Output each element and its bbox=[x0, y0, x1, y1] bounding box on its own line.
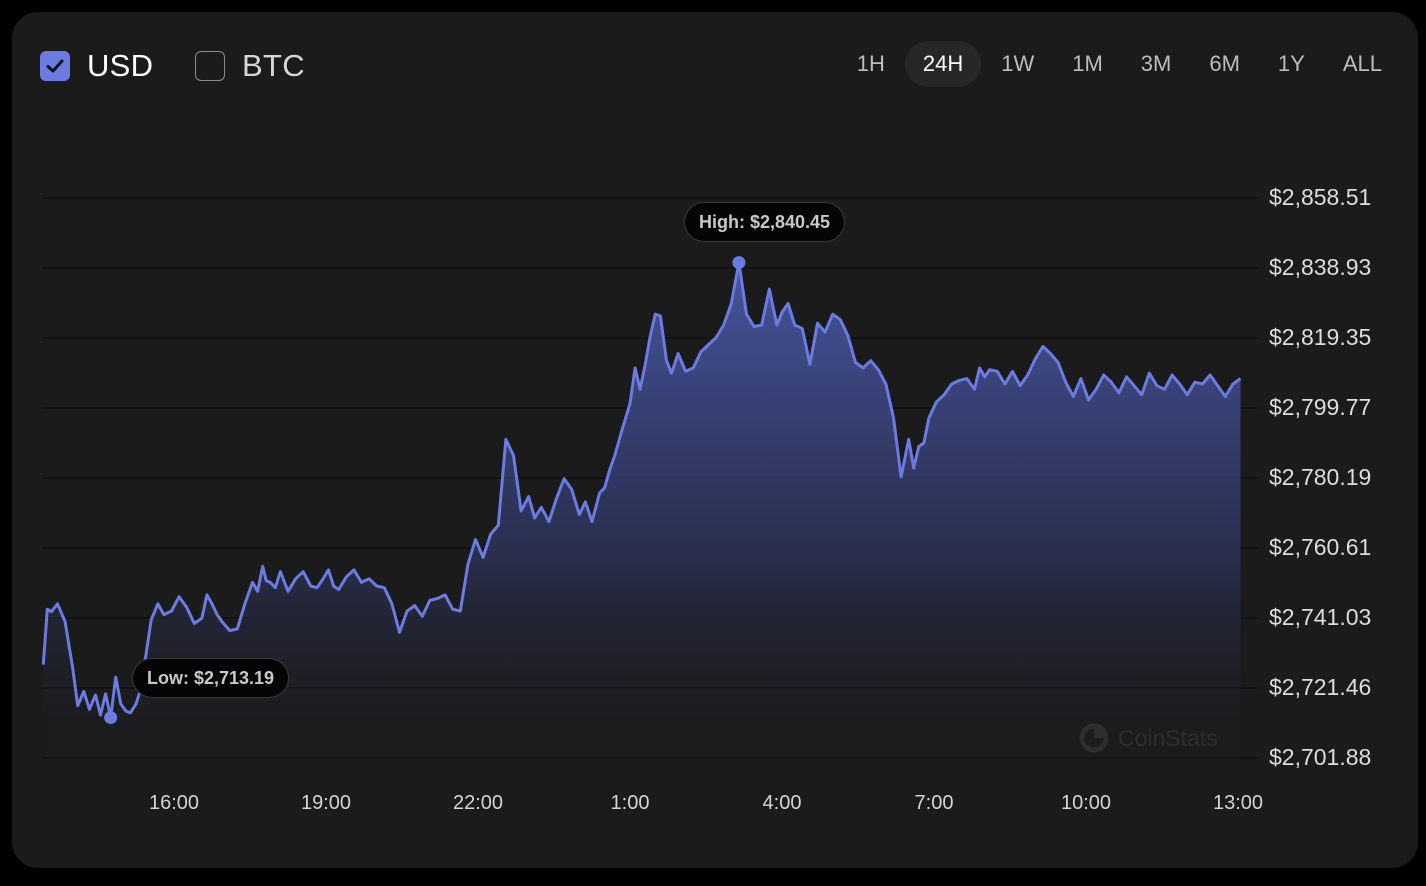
usd-label: USD bbox=[87, 48, 154, 83]
price-chart-card: USD BTC 1H 24H 1W 1M 3M 6M 1Y ALL $2,858… bbox=[12, 12, 1418, 868]
y-tick-label: $2,799.77 bbox=[1269, 394, 1372, 420]
range-all[interactable]: ALL bbox=[1342, 51, 1382, 76]
price-area-chart[interactable] bbox=[12, 12, 1418, 868]
y-tick-label: $2,741.03 bbox=[1269, 604, 1372, 631]
y-tick-label: $2,760.61 bbox=[1269, 534, 1372, 561]
x-tick-label: 4:00 bbox=[762, 792, 802, 814]
range-6m[interactable]: 6M bbox=[1209, 51, 1240, 76]
range-3m[interactable]: 3M bbox=[1140, 51, 1172, 76]
coinstats-logo-icon bbox=[1079, 723, 1109, 753]
y-tick-label: $2,838.93 bbox=[1269, 254, 1372, 280]
time-range-selector: 1H 24H 1W 1M 3M 6M 1Y ALL bbox=[837, 41, 1400, 87]
low-tooltip: Low: $2,713.19 bbox=[132, 658, 290, 698]
high-tooltip: High: $2,840.45 bbox=[684, 202, 846, 242]
y-tick-label: $2,858.51 bbox=[1269, 184, 1372, 210]
range-24h[interactable]: 24H bbox=[904, 41, 982, 87]
price-line bbox=[41, 261, 1242, 719]
y-tick-label: $2,780.19 bbox=[1269, 464, 1372, 491]
y-tick-label: $2,819.35 bbox=[1269, 324, 1372, 350]
usd-toggle[interactable]: USD bbox=[40, 48, 153, 84]
price-area-fill bbox=[43, 262, 1241, 768]
low-marker bbox=[104, 711, 118, 725]
coinstats-watermark: CoinStats bbox=[1078, 722, 1218, 754]
watermark-text: CoinStats bbox=[1118, 724, 1218, 751]
high-marker bbox=[732, 256, 746, 270]
range-1y[interactable]: 1Y bbox=[1277, 51, 1305, 76]
y-tick-label: $2,701.88 bbox=[1269, 744, 1372, 770]
range-1m[interactable]: 1M bbox=[1072, 51, 1103, 76]
btc-toggle[interactable]: BTC bbox=[195, 48, 305, 84]
x-tick-label: 1:00 bbox=[610, 792, 650, 814]
x-tick-label: 16:00 bbox=[148, 792, 200, 814]
x-tick-label: 10:00 bbox=[1060, 792, 1112, 814]
usd-checkbox[interactable] bbox=[40, 51, 70, 81]
x-tick-label: 13:00 bbox=[1212, 792, 1264, 814]
x-tick-label: 7:00 bbox=[914, 792, 954, 814]
x-tick-label: 22:00 bbox=[452, 792, 504, 814]
btc-checkbox[interactable] bbox=[195, 51, 225, 81]
range-1w[interactable]: 1W bbox=[1001, 51, 1035, 76]
btc-label: BTC bbox=[242, 48, 305, 83]
x-tick-label: 19:00 bbox=[300, 792, 352, 814]
range-1h[interactable]: 1H bbox=[856, 51, 885, 76]
y-tick-label: $2,721.46 bbox=[1269, 673, 1372, 700]
checkmark-icon bbox=[46, 59, 64, 73]
